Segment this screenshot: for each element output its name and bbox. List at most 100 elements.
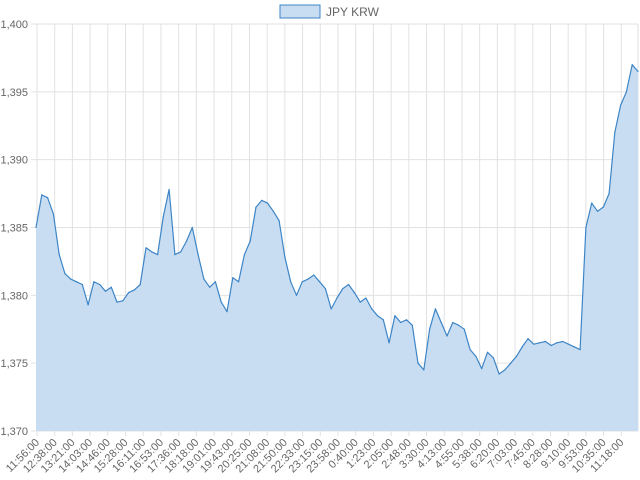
- data-point: [498, 373, 500, 375]
- data-point: [87, 304, 89, 306]
- data-point: [620, 104, 622, 106]
- data-point: [359, 301, 361, 303]
- legend-label[interactable]: JPY KRW: [326, 5, 380, 19]
- data-point: [457, 324, 460, 326]
- data-point: [52, 213, 54, 215]
- data-point: [504, 369, 506, 371]
- data-point: [417, 362, 419, 364]
- data-point: [382, 319, 384, 321]
- data-point: [527, 338, 529, 340]
- data-point: [122, 300, 124, 302]
- data-point: [197, 254, 199, 256]
- data-point: [214, 281, 217, 283]
- series-area-layer: [35, 64, 639, 431]
- y-tick-label: 1,400: [0, 19, 28, 31]
- data-point: [226, 311, 228, 313]
- data-point: [411, 324, 413, 326]
- data-point: [266, 202, 269, 204]
- data-point: [637, 70, 639, 73]
- data-point: [133, 289, 136, 291]
- data-point: [596, 210, 599, 212]
- data-point: [515, 355, 518, 357]
- data-point: [278, 220, 280, 222]
- data-point: [440, 321, 442, 324]
- data-point: [469, 349, 471, 351]
- data-point: [70, 278, 72, 280]
- data-point: [556, 342, 558, 344]
- data-point: [538, 342, 541, 344]
- data-point: [162, 216, 164, 218]
- data-point: [272, 210, 274, 212]
- data-point: [550, 344, 552, 347]
- data-point: [585, 226, 587, 229]
- data-point: [255, 206, 257, 208]
- data-point: [75, 281, 78, 283]
- data-point: [168, 188, 170, 191]
- data-point: [313, 274, 315, 276]
- data-point: [492, 357, 494, 359]
- data-point: [544, 340, 546, 343]
- data-point: [405, 319, 408, 321]
- data-point: [307, 278, 309, 280]
- data-point: [41, 194, 43, 196]
- data-point: [319, 281, 321, 283]
- data-point: [423, 369, 425, 371]
- data-point: [46, 197, 49, 199]
- data-point: [602, 206, 604, 208]
- data-point: [371, 308, 373, 310]
- data-point: [180, 251, 182, 253]
- data-point: [342, 287, 344, 290]
- data-point: [591, 202, 593, 204]
- data-point: [209, 286, 211, 288]
- data-point: [203, 278, 205, 280]
- data-point: [510, 362, 512, 364]
- data-point: [185, 240, 188, 242]
- data-point: [631, 64, 633, 66]
- data-point: [400, 321, 402, 324]
- data-point: [243, 254, 245, 256]
- legend[interactable]: JPY KRW: [279, 4, 380, 19]
- data-point: [301, 281, 303, 283]
- data-point: [388, 342, 390, 344]
- data-point: [104, 290, 107, 292]
- data-point: [290, 281, 292, 283]
- y-tick-label: 1,390: [0, 155, 28, 167]
- data-point: [232, 277, 234, 279]
- data-point: [151, 251, 153, 253]
- data-point: [284, 256, 286, 258]
- data-point: [174, 254, 176, 256]
- data-point: [446, 335, 448, 337]
- data-point: [145, 247, 147, 249]
- data-point: [324, 287, 327, 290]
- data-point: [128, 292, 130, 294]
- data-point: [365, 297, 367, 299]
- data-point: [347, 283, 350, 286]
- data-point: [249, 240, 251, 242]
- data-point: [573, 346, 575, 348]
- data-point: [156, 254, 159, 256]
- legend-swatch[interactable]: [279, 4, 321, 19]
- data-point: [475, 355, 477, 357]
- data-point: [429, 328, 431, 330]
- data-point: [93, 281, 95, 283]
- data-point: [353, 292, 355, 294]
- data-point: [579, 349, 581, 351]
- data-point: [521, 346, 523, 348]
- y-tick-label: 1,370: [0, 426, 28, 438]
- data-point: [625, 91, 628, 93]
- data-point: [261, 199, 263, 201]
- data-point: [486, 351, 489, 353]
- data-point: [394, 315, 396, 317]
- y-tick-label: 1,375: [0, 358, 28, 370]
- data-point: [58, 254, 60, 256]
- y-tick-label: 1,395: [0, 87, 28, 99]
- data-point: [452, 321, 454, 324]
- data-point: [481, 367, 483, 370]
- data-point: [220, 301, 222, 303]
- data-point: [463, 328, 465, 330]
- data-point: [295, 294, 298, 296]
- data-point: [434, 308, 437, 310]
- data-point: [376, 315, 379, 317]
- x-axis: 11:56:0012:38:0013:21:0014:03:0014:46:00…: [4, 437, 626, 476]
